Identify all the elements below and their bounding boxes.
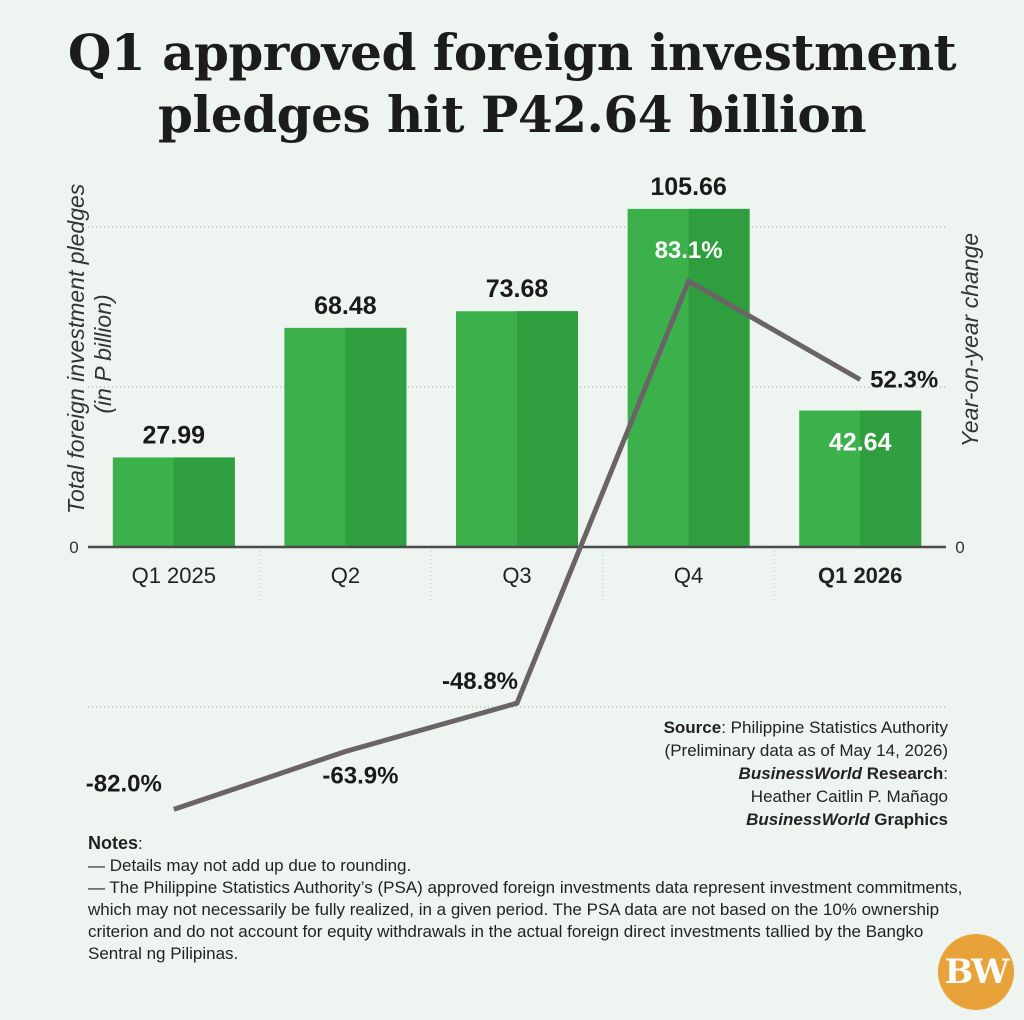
researcher-name: Heather Caitlin P. Mañago — [750, 787, 948, 806]
y-axis-right-label-text: Year-on-year change — [957, 232, 983, 448]
bar-shade-4 — [688, 208, 750, 547]
graphics-brand: BusinessWorld — [746, 810, 870, 829]
research-sep: : — [943, 764, 948, 783]
title-line-1: Q1 approved foreign investment — [67, 23, 957, 82]
bar-shade-1 — [173, 457, 235, 547]
bar-value-label-3: 73.68 — [486, 275, 549, 303]
change-label-5: 52.3% — [870, 367, 938, 394]
bar-shade-3 — [517, 311, 578, 547]
change-label-2: -63.9% — [322, 762, 398, 789]
change-label-4: 83.1% — [655, 237, 723, 264]
businessworld-logo: BW — [938, 934, 1014, 1010]
note-item-2: — The Philippine Statistics Authority’s … — [88, 878, 963, 963]
source-prelim: (Preliminary data as of May 14, 2026) — [664, 741, 948, 760]
y-axis-right-label: Year-on-year change — [957, 200, 984, 480]
change-label-1: -82.0% — [86, 770, 162, 797]
bar-value-label-2: 68.48 — [314, 292, 377, 320]
category-label-4: Q4 — [674, 563, 703, 588]
research-label: Research — [861, 764, 944, 783]
category-label-1: Q1 2025 — [132, 563, 216, 588]
bar-value-label-5: 42.64 — [829, 429, 892, 457]
bar-shade-5 — [860, 410, 922, 547]
y-left-tick-0: 0 — [69, 538, 78, 557]
y-right-tick-0: 0 — [955, 538, 964, 557]
change-label-3: -48.8% — [442, 668, 518, 695]
y-axis-left-label-line-1: Total foreign investment pledges — [63, 183, 89, 514]
bar-shade-2 — [345, 327, 407, 547]
graphics-label: Graphics — [869, 810, 948, 829]
source-text: : Philippine Statistics Authority — [721, 718, 948, 737]
y-axis-left-label-line-2: (in P billion) — [90, 294, 116, 414]
category-label-3: Q3 — [502, 563, 531, 588]
bar-value-label-1: 27.99 — [143, 421, 206, 449]
note-item-1: — Details may not add up due to rounding… — [88, 856, 412, 875]
notes-heading-sep: : — [138, 834, 143, 853]
notes-block: Notes: — Details may not add up due to r… — [88, 832, 978, 965]
source-label: Source — [663, 718, 722, 737]
category-label-2: Q2 — [331, 563, 360, 588]
source-block: Source: Philippine Statistics Authority … — [528, 716, 948, 831]
yoy-change-line — [173, 277, 862, 812]
y-axis-left-label: Total foreign investment pledges (in P b… — [63, 184, 117, 514]
chart-title: Q1 approved foreign investment pledges h… — [0, 22, 1024, 146]
research-brand: BusinessWorld — [738, 764, 862, 783]
notes-heading: Notes — [88, 833, 139, 853]
title-line-2: pledges hit P42.64 billion — [157, 85, 867, 144]
bar-value-label-4: 105.66 — [650, 173, 726, 201]
category-label-5: Q1 2026 — [818, 563, 902, 588]
